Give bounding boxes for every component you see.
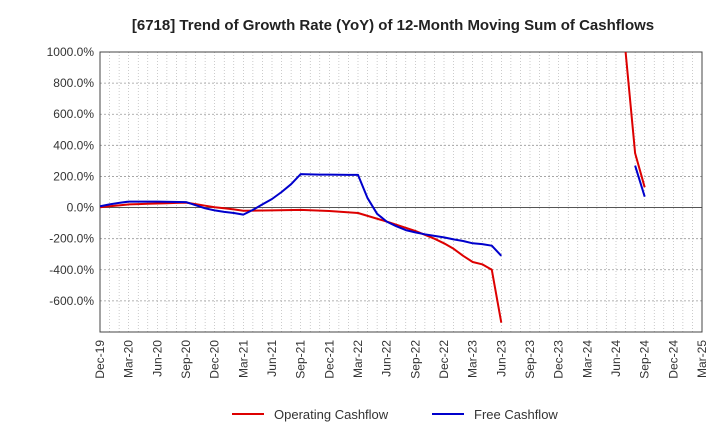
grid bbox=[99, 51, 703, 332]
y-tick-label: 200.0% bbox=[53, 169, 94, 183]
x-tick-label: Jun-24 bbox=[609, 340, 623, 377]
x-tick-label: Dec-24 bbox=[666, 340, 680, 379]
x-tick-label: Jun-22 bbox=[380, 340, 394, 377]
x-tick-label: Mar-21 bbox=[236, 340, 250, 378]
x-tick-label: Dec-21 bbox=[322, 340, 336, 379]
legend-label: Free Cashflow bbox=[474, 407, 558, 422]
x-tick-label: Mar-25 bbox=[695, 340, 709, 378]
y-tick-label: 800.0% bbox=[53, 76, 94, 90]
y-tick-label: -400.0% bbox=[49, 263, 94, 277]
y-tick-label: 0.0% bbox=[67, 201, 95, 215]
series-0 bbox=[100, 52, 646, 323]
y-tick-label: -600.0% bbox=[49, 294, 94, 308]
x-tick-label: Dec-19 bbox=[93, 340, 107, 379]
plot-area bbox=[99, 51, 703, 333]
y-tick-label: 400.0% bbox=[53, 138, 94, 152]
x-tick-label: Sep-23 bbox=[523, 340, 537, 379]
x-tick-label: Jun-21 bbox=[265, 340, 279, 377]
x-tick-label: Mar-22 bbox=[351, 340, 365, 378]
x-tick-label: Sep-24 bbox=[638, 340, 652, 379]
x-tick-label: Sep-21 bbox=[294, 340, 308, 379]
legend-label: Operating Cashflow bbox=[274, 407, 389, 422]
x-tick-label: Dec-23 bbox=[552, 340, 566, 379]
series-line bbox=[100, 173, 503, 257]
x-tick-label: Dec-20 bbox=[208, 340, 222, 379]
series-line bbox=[100, 201, 503, 323]
y-tick-label: -200.0% bbox=[49, 232, 94, 246]
series-1 bbox=[100, 165, 646, 257]
x-tick-label: Mar-23 bbox=[466, 340, 480, 378]
y-axis: 1000.0% 800.0% 600.0% 400.0% 200.0% 0.0% -200.… bbox=[47, 45, 95, 308]
legend: Operating Cashflow Free Cashflow bbox=[232, 407, 558, 422]
y-tick-label: 1000.0% bbox=[47, 45, 95, 59]
x-tick-label: Jun-20 bbox=[150, 340, 164, 377]
chart-title: [6718] Trend of Growth Rate (YoY) of 12-… bbox=[132, 17, 654, 34]
y-tick-label: 600.0% bbox=[53, 107, 94, 121]
x-tick-label: Sep-22 bbox=[408, 340, 422, 379]
series-layer bbox=[100, 52, 646, 323]
series-line bbox=[634, 165, 646, 197]
x-tick-label: Jun-23 bbox=[494, 340, 508, 377]
x-tick-label: Sep-20 bbox=[179, 340, 193, 379]
series-line bbox=[624, 52, 646, 188]
x-tick-label: Mar-20 bbox=[122, 340, 136, 378]
x-tick-label: Mar-24 bbox=[580, 340, 594, 378]
x-tick-label: Dec-22 bbox=[437, 340, 451, 379]
x-axis: Dec-19 Mar-20 Jun-20 Sep-20 Dec-20 Mar-21 Jun-… bbox=[93, 340, 709, 379]
